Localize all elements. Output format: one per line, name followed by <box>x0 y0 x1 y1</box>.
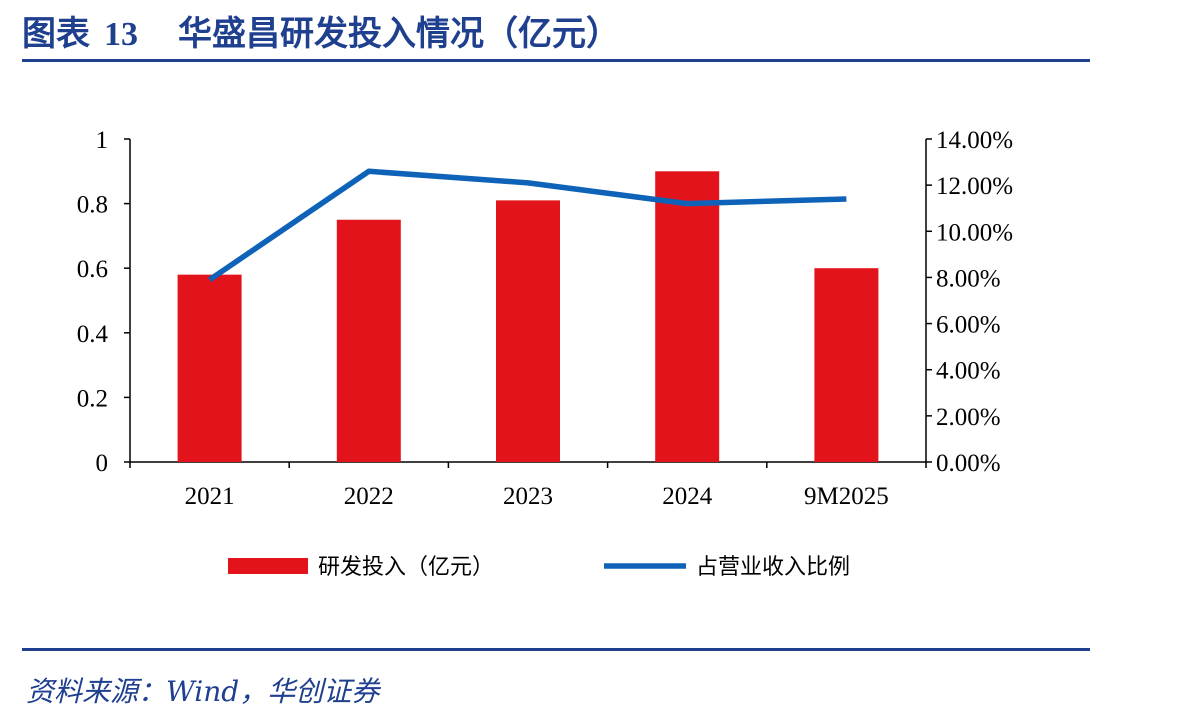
combo-chart: 00.20.40.60.810.00%2.00%4.00%6.00%8.00%1… <box>77 127 1013 580</box>
legend-line-label: 占营业收入比例 <box>696 555 850 580</box>
footer-divider <box>22 648 1090 651</box>
figure-label: 图表 <box>22 14 90 54</box>
right-tick-label: 0.00% <box>936 450 1001 477</box>
figure-title: 华盛昌研发投入情况（亿元） <box>178 14 620 54</box>
left-tick-label: 1 <box>96 127 109 154</box>
x-tick-label: 2023 <box>503 483 553 510</box>
right-tick-label: 4.00% <box>936 358 1001 385</box>
left-tick-label: 0.2 <box>77 385 108 412</box>
right-tick-label: 2.00% <box>936 404 1001 431</box>
right-tick-label: 14.00% <box>936 127 1013 154</box>
bar <box>496 200 560 462</box>
left-tick-label: 0.6 <box>77 256 108 283</box>
bar <box>336 219 401 462</box>
header-divider <box>22 59 1090 62</box>
right-tick-label: 10.00% <box>936 219 1013 246</box>
left-tick-label: 0.4 <box>77 321 109 348</box>
x-tick-label: 2021 <box>185 483 235 510</box>
left-tick-label: 0 <box>96 450 109 477</box>
bar <box>814 268 879 462</box>
source-note: 资料来源：Wind，华创证券 <box>26 675 380 708</box>
x-tick-label: 2022 <box>344 483 394 510</box>
bar <box>177 274 242 462</box>
x-tick-label: 2024 <box>662 483 713 510</box>
right-tick-label: 6.00% <box>936 312 1001 339</box>
legend-bar-swatch <box>228 558 308 574</box>
chart-title: 图表 13 华盛昌研发投入情况（亿元） <box>22 6 620 55</box>
legend-bar-label: 研发投入（亿元） <box>318 555 494 580</box>
right-tick-label: 8.00% <box>936 265 1001 292</box>
right-tick-label: 12.00% <box>936 173 1013 200</box>
left-tick-label: 0.8 <box>77 192 108 219</box>
figure-number: 13 <box>104 16 138 53</box>
x-tick-label: 9M2025 <box>804 483 889 510</box>
bar <box>655 171 720 463</box>
